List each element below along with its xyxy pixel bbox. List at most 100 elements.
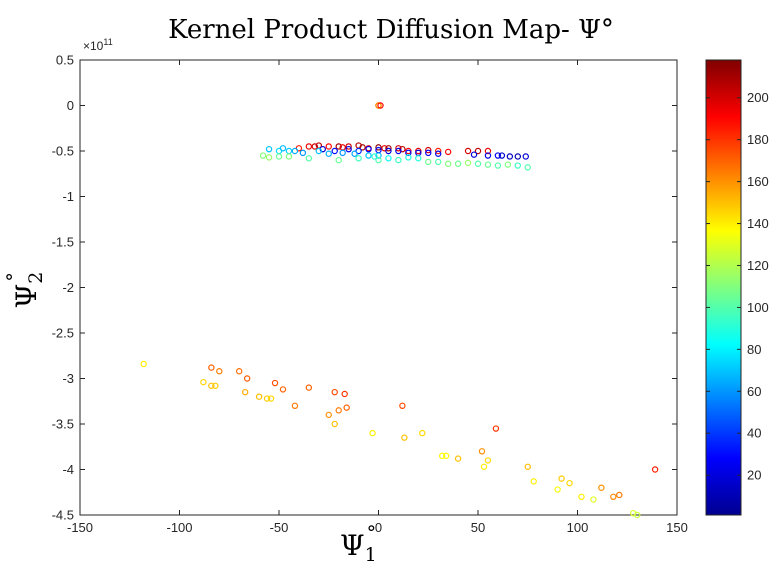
- y-axis-label: Ψ2°: [3, 272, 47, 309]
- data-point: [345, 143, 352, 150]
- colorbar-tick-label: 200: [747, 90, 769, 105]
- data-point: [442, 452, 450, 460]
- data-point: [375, 156, 382, 164]
- data-point: [438, 452, 446, 460]
- data-point: [598, 484, 605, 491]
- data-point: [498, 152, 506, 159]
- data-point: [259, 152, 267, 159]
- data-point: [444, 148, 452, 156]
- data-point: [405, 154, 412, 161]
- data-point: [359, 144, 366, 151]
- colorbar-tick-label: 20: [747, 468, 761, 483]
- data-point: [255, 393, 263, 400]
- data-point: [208, 364, 215, 371]
- data-point: [325, 411, 332, 419]
- colorbar-tick-label: 180: [747, 132, 769, 147]
- y-tick-label: -4.5: [52, 508, 74, 523]
- y-tick-label: 0: [67, 98, 74, 113]
- data-point: [339, 149, 346, 157]
- data-point: [243, 375, 251, 382]
- data-point: [375, 102, 382, 109]
- data-point: [279, 145, 287, 152]
- data-point: [474, 160, 482, 167]
- data-point: [425, 146, 432, 154]
- data-point: [305, 143, 313, 150]
- data-point: [506, 153, 514, 160]
- data-point: [235, 368, 243, 375]
- data-point: [335, 156, 342, 164]
- data-point: [399, 402, 406, 409]
- data-point: [345, 145, 352, 153]
- data-point: [335, 407, 342, 414]
- data-point: [285, 153, 293, 160]
- x-tick-label: 50: [471, 520, 485, 535]
- data-point: [454, 160, 462, 167]
- y-tick-label: -0.5: [52, 144, 74, 159]
- x-tick-label: -100: [166, 520, 192, 535]
- data-point: [369, 429, 376, 437]
- data-point: [530, 478, 537, 485]
- data-point: [365, 145, 372, 153]
- data-point: [484, 457, 492, 464]
- data-point: [484, 161, 492, 168]
- y-tick-label: -1.5: [52, 235, 74, 250]
- data-point: [522, 153, 529, 160]
- data-point: [355, 155, 362, 162]
- x-tick-label: 0: [375, 520, 382, 535]
- y-tick-label: -4: [62, 462, 74, 477]
- data-point: [331, 388, 338, 396]
- x-tick-label: -50: [270, 520, 289, 535]
- plot-frame: [79, 59, 678, 516]
- data-point: [484, 152, 492, 159]
- colorbar-tick-label: 140: [747, 216, 769, 231]
- data-point: [425, 158, 432, 166]
- data-point: [275, 153, 283, 160]
- y-exponent-label: ×1011: [83, 37, 113, 53]
- data-point: [566, 479, 573, 487]
- y-tick-label: -1: [62, 189, 74, 204]
- data-point: [140, 360, 147, 368]
- data-point: [395, 156, 402, 164]
- data-point: [385, 155, 392, 162]
- data-point: [484, 147, 492, 155]
- y-tick-label: -3.5: [52, 417, 74, 432]
- colorbar-ticks: 20 40 60 80 100 120 140 160 180 200: [706, 90, 769, 483]
- colorbar: [705, 59, 742, 516]
- data-point: [291, 147, 299, 155]
- data-point: [524, 463, 531, 470]
- data-point: [331, 420, 338, 428]
- x-tick-label: 100: [567, 520, 589, 535]
- data-point: [395, 145, 402, 152]
- data-point: [385, 145, 392, 152]
- data-point: [492, 425, 500, 432]
- data-point: [651, 466, 659, 473]
- colorbar-tick-label: 60: [747, 384, 761, 399]
- data-point: [514, 153, 522, 160]
- data-point: [377, 102, 384, 109]
- data-point: [216, 368, 223, 375]
- data-point: [514, 162, 522, 169]
- data-point: [435, 147, 442, 155]
- data-point: [325, 143, 332, 150]
- data-point: [305, 384, 313, 391]
- data-point: [351, 150, 358, 157]
- data-point: [375, 152, 382, 159]
- data-point: [454, 455, 462, 462]
- chart-title: Kernel Product Diffusion Map- Ψ°: [168, 15, 614, 45]
- data-point: [470, 151, 478, 158]
- data-point: [578, 493, 585, 500]
- data-point: [395, 147, 402, 155]
- y-tick-label: 0.5: [56, 53, 74, 68]
- data-point: [464, 147, 472, 155]
- data-point: [331, 147, 338, 155]
- data-point: [385, 147, 392, 155]
- data-point: [478, 448, 486, 455]
- x-tick-label: -150: [67, 520, 93, 535]
- data-point: [325, 150, 332, 157]
- x-tick-label: 150: [666, 520, 688, 535]
- data-point: [494, 152, 502, 159]
- y-tick-label: -2.5: [52, 326, 74, 341]
- data-point: [425, 149, 432, 157]
- data-point: [299, 149, 307, 157]
